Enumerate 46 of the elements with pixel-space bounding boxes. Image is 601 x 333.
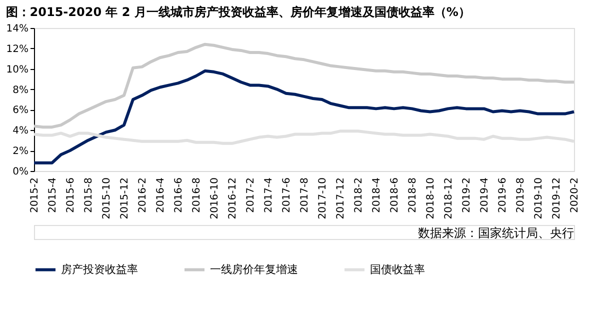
x-tick-label: 2015-4 (48, 178, 58, 213)
x-tick-label: 2019-10 (534, 178, 544, 220)
x-tick-label: 2016-6 (174, 178, 184, 213)
x-tick-label: 2017-6 (282, 178, 292, 213)
x-tick-label: 2017-8 (300, 178, 310, 213)
x-tick-label: 2016-12 (228, 178, 238, 220)
x-tick-label: 2016-4 (156, 178, 166, 213)
chart-title: 图：2015-2020 年 2 月一线城市房产投资收益率、房价年复增速及国债收益率（%） (6, 5, 470, 19)
x-tick-label: 2017-4 (264, 178, 274, 213)
x-tick-label: 2016-2 (138, 178, 148, 213)
y-tick-label: 14% (6, 24, 28, 34)
y-tick-label: 12% (6, 44, 28, 55)
x-tick-label: 2018-10 (426, 178, 436, 220)
x-tick-label: 2015-8 (84, 178, 94, 213)
legend-label: 一线房价年复增速 (210, 262, 298, 276)
x-tick-label: 2015-10 (102, 178, 112, 220)
y-tick-label: 8% (12, 84, 28, 96)
y-tick-label: 6% (12, 105, 28, 116)
x-tick-label: 2018-4 (372, 178, 382, 213)
x-tick-label: 2015-12 (120, 178, 130, 220)
x-tick-label: 2016-8 (192, 178, 202, 213)
x-tick-label: 2020-2 (570, 178, 580, 213)
x-tick-label: 2019-2 (462, 178, 472, 213)
source-note: 数据来源：国家统计局、央行 (418, 226, 574, 240)
legend-label: 国债收益率 (370, 262, 425, 276)
y-tick-label: 0% (12, 166, 28, 178)
y-tick-label: 4% (12, 126, 28, 137)
y-tick-label: 2% (12, 146, 28, 158)
x-tick-label: 2017-2 (246, 178, 256, 213)
x-tick-label: 2019-8 (516, 178, 526, 213)
x-tick-label: 2019-12 (552, 178, 562, 220)
line-series (32, 42, 576, 129)
x-tick-label: 2016-10 (210, 178, 220, 220)
x-tick-label: 2015-6 (66, 178, 76, 213)
x-tick-label: 2018-12 (444, 178, 454, 220)
y-tick-label: 10% (6, 64, 28, 76)
x-tick-label: 2019-4 (480, 178, 490, 213)
x-tick-label: 2019-6 (498, 178, 508, 213)
legend-label: 房产投资收益率 (61, 262, 138, 276)
x-tick-label: 2018-2 (354, 178, 364, 213)
line-series (32, 69, 576, 164)
x-tick-label: 2017-12 (336, 178, 346, 220)
x-tick-label: 2018-8 (408, 178, 418, 213)
x-tick-label: 2018-6 (390, 178, 400, 213)
x-tick-label: 2017-10 (318, 178, 328, 220)
x-tick-label: 2015-2 (30, 178, 40, 213)
